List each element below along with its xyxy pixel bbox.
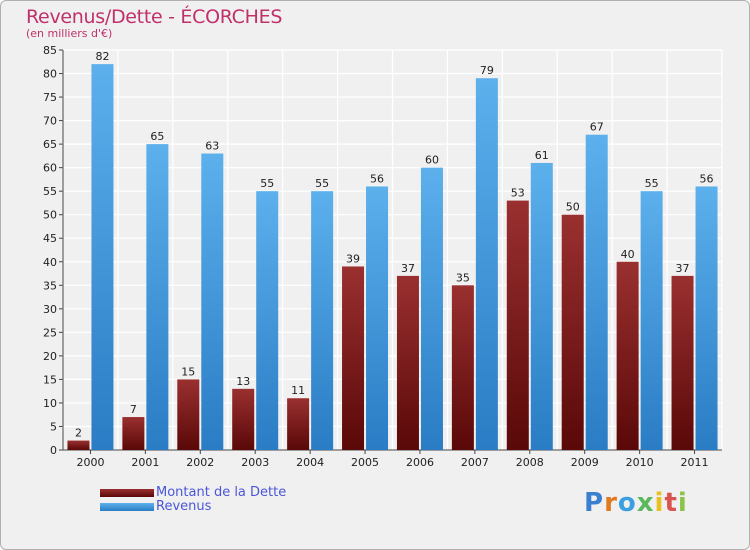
bars-layer: [67, 64, 718, 451]
legend-label-debt: Montant de la Dette: [156, 485, 287, 500]
logo-letter: i: [654, 488, 665, 518]
bar-dette: [616, 261, 639, 450]
bar-dette: [561, 214, 584, 450]
x-tick-label: 2010: [626, 456, 654, 469]
y-tick-label: 55: [43, 185, 57, 198]
y-tick-label: 65: [43, 138, 57, 151]
data-label: 35: [456, 271, 470, 284]
x-tick-label: 2003: [241, 456, 269, 469]
bar-revenus: [311, 191, 334, 451]
bar-revenus: [530, 162, 553, 451]
bar-revenus: [91, 64, 114, 450]
x-tick-label: 2009: [571, 456, 599, 469]
y-tick-label: 35: [43, 279, 57, 292]
y-tick-label: 0: [50, 444, 57, 457]
bar-revenus: [201, 153, 224, 450]
y-tick-label: 5: [50, 420, 57, 433]
bar-revenus: [475, 78, 498, 450]
bar-dette: [451, 285, 474, 450]
bar-dette: [122, 417, 145, 450]
bar-revenus: [585, 134, 608, 451]
bar-dette: [177, 379, 200, 450]
data-label: 37: [401, 262, 415, 275]
data-label: 11: [291, 384, 305, 397]
y-tick-label: 10: [43, 397, 57, 410]
bar-dette: [287, 398, 310, 450]
data-label: 55: [645, 177, 659, 190]
data-label: 56: [700, 172, 714, 185]
data-label: 79: [480, 64, 494, 77]
data-label: 63: [205, 140, 219, 153]
y-tick-label: 25: [43, 326, 57, 339]
y-tick-label: 70: [43, 115, 57, 128]
y-tick-label: 45: [43, 232, 57, 245]
data-label: 55: [260, 177, 274, 190]
x-tick-label: 2007: [461, 456, 489, 469]
grid-layer: [59, 49, 723, 454]
x-tick-label: 2004: [296, 456, 324, 469]
data-label: 60: [425, 154, 439, 167]
x-tick-label: 2011: [681, 456, 709, 469]
data-label: 40: [621, 248, 635, 261]
y-tick-label: 30: [43, 303, 57, 316]
chart-title: Revenus/Dette - ÉCORCHES: [26, 6, 283, 28]
data-label: 55: [315, 177, 329, 190]
logo-letter: r: [604, 488, 618, 518]
data-label: 7: [130, 403, 137, 416]
data-label: 2: [75, 427, 82, 440]
bar-dette: [232, 388, 255, 450]
y-tick-label: 60: [43, 162, 57, 175]
data-label: 37: [676, 262, 690, 275]
x-tick-label: 2001: [131, 456, 159, 469]
y-tick-label: 15: [43, 373, 57, 386]
data-label: 61: [535, 149, 549, 162]
legend-label-revenus: Revenus: [156, 499, 212, 514]
y-tick-label: 50: [43, 209, 57, 222]
y-tick-label: 75: [43, 91, 57, 104]
data-label: 53: [511, 187, 525, 200]
bar-dette: [506, 200, 529, 450]
data-label: 39: [346, 252, 360, 265]
proxiti-logo: Proxiti: [584, 488, 688, 518]
x-tick-label: 2006: [406, 456, 434, 469]
logo-letter: P: [584, 488, 605, 518]
bar-revenus: [695, 186, 718, 450]
logo-letter: x: [636, 488, 655, 518]
data-label: 65: [150, 130, 164, 143]
chart-subtitle: (en milliers d'€): [26, 27, 113, 40]
legend-swatch-revenus: [100, 503, 154, 511]
data-label: 50: [566, 201, 580, 214]
y-tick-label: 80: [43, 68, 57, 81]
y-tick-label: 85: [43, 44, 57, 57]
data-label: 67: [590, 121, 604, 134]
x-tick-label: 2008: [516, 456, 544, 469]
data-label: 56: [370, 172, 384, 185]
logo-letter: o: [617, 488, 637, 518]
data-label: 82: [95, 50, 109, 63]
bar-revenus: [640, 191, 663, 451]
bar-dette: [396, 275, 419, 450]
bar-revenus: [146, 144, 169, 450]
logo-letter: i: [677, 488, 688, 518]
bar-dette: [342, 266, 365, 450]
legend-swatch-debt: [100, 489, 154, 497]
bar-dette: [67, 440, 90, 450]
bar-dette: [671, 275, 694, 450]
x-tick-label: 2005: [351, 456, 379, 469]
data-label: 15: [181, 365, 195, 378]
x-tick-label: 2002: [186, 456, 214, 469]
data-label: 13: [236, 375, 250, 388]
y-tick-label: 40: [43, 256, 57, 269]
bar-revenus: [256, 191, 279, 451]
logo-letter: t: [664, 488, 678, 518]
bar-revenus: [366, 186, 389, 450]
bar-revenus: [420, 167, 443, 450]
y-tick-label: 20: [43, 350, 57, 363]
x-tick-label: 2000: [76, 456, 104, 469]
labels-layer: 0 5 10 15 20 25 30 35 40 45 50 55 60 65 70 75 80 85 2 82 200…: [43, 44, 714, 469]
